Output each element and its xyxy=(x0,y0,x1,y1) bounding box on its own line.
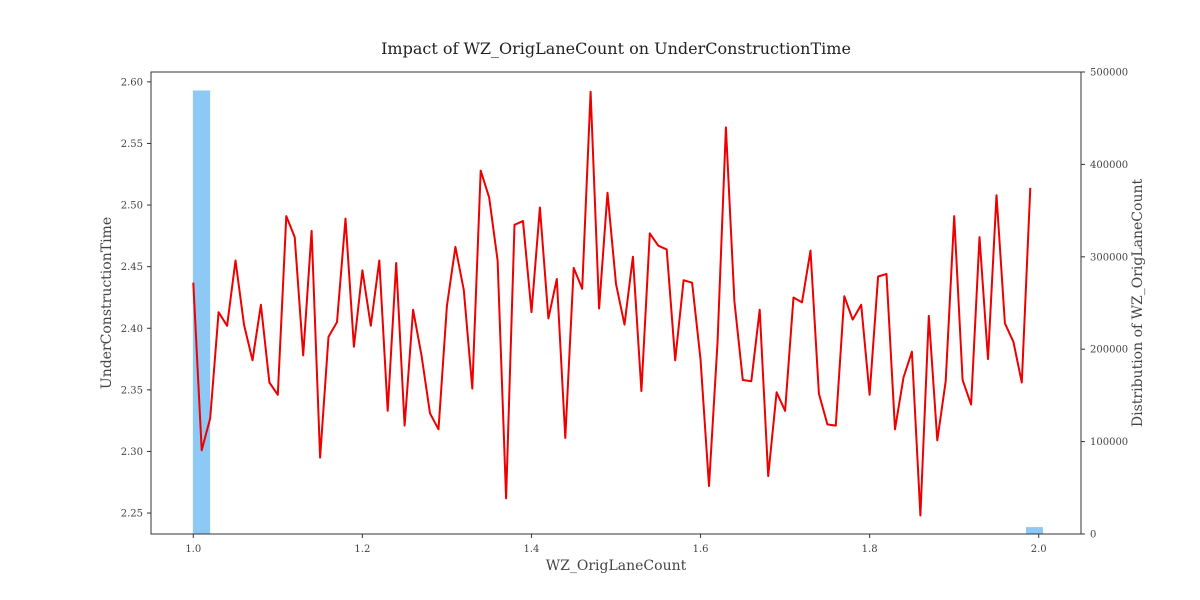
y-axis-label: UnderConstructionTime xyxy=(99,217,115,389)
y-tick-label: 2.45 xyxy=(121,262,143,273)
x-tick-label: 2.0 xyxy=(1031,544,1047,555)
y-tick-label: 2.25 xyxy=(121,509,143,520)
y-tick-label: 2.40 xyxy=(121,324,143,335)
y-tick-label: 2.30 xyxy=(121,447,143,458)
y-right-tick-label: 500000 xyxy=(1090,68,1128,79)
x-tick-label: 1.4 xyxy=(524,544,540,555)
y-right-tick-label: 300000 xyxy=(1090,252,1128,263)
y-right-tick-label: 200000 xyxy=(1090,345,1128,356)
y-tick-label: 2.55 xyxy=(121,139,143,150)
y-tick-label: 2.60 xyxy=(121,77,143,88)
x-tick-label: 1.2 xyxy=(354,544,370,555)
series-line-0 xyxy=(192,90,1032,517)
line-series xyxy=(192,90,1032,517)
plot-frame xyxy=(150,71,1082,535)
y-tick-label: 2.50 xyxy=(121,201,143,212)
x-tick-label: 1.8 xyxy=(862,544,878,555)
y-tick-label: 2.35 xyxy=(121,385,143,396)
x-tick-label: 1.6 xyxy=(693,544,709,555)
histogram-bar-0 xyxy=(192,90,211,534)
histogram-bars xyxy=(192,90,1043,534)
y-right-axis-ticks: 0 100000 200000 300000 400000 500000 xyxy=(1081,68,1128,541)
x-axis-label: WZ_OrigLaneCount xyxy=(546,558,687,574)
histogram-bar-1 xyxy=(1026,527,1043,534)
y-right-tick-label: 400000 xyxy=(1090,160,1128,171)
x-tick-label: 1.0 xyxy=(185,544,201,555)
y-right-axis-label: Distribution of WZ_OrigLaneCount xyxy=(1130,179,1146,428)
y-axis-ticks: 2.25 2.30 2.35 2.40 2.45 2.50 2.55 2.60 xyxy=(121,77,151,520)
y-right-tick-label: 0 xyxy=(1090,530,1096,541)
x-axis-ticks: 1.0 1.2 1.4 1.6 1.8 2.0 xyxy=(185,534,1047,555)
y-right-tick-label: 100000 xyxy=(1090,437,1128,448)
chart-title: Impact of WZ_OrigLaneCount on UnderConst… xyxy=(381,39,851,58)
